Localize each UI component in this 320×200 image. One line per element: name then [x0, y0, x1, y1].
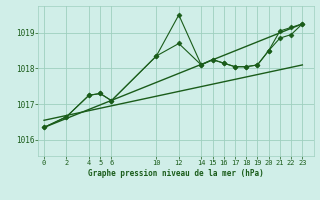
X-axis label: Graphe pression niveau de la mer (hPa): Graphe pression niveau de la mer (hPa)	[88, 169, 264, 178]
